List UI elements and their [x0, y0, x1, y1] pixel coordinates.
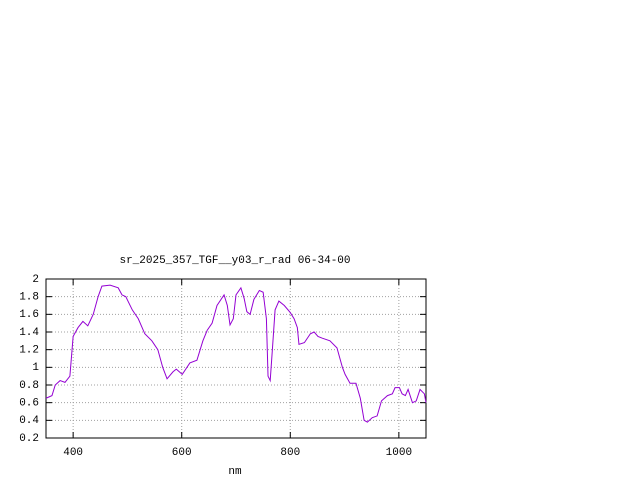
y-tick-label: 1.4: [19, 327, 39, 339]
x-tick-label: 800: [280, 447, 300, 459]
y-tick-label: 0.2: [19, 433, 39, 445]
y-tick-label: 0.4: [19, 415, 39, 427]
data-line: [45, 284, 427, 423]
x-tick-label: 1000: [386, 447, 412, 459]
y-tick-label: 2: [32, 274, 39, 286]
y-tick-label: 1: [32, 362, 39, 374]
x-axis-label: nm: [228, 466, 242, 478]
y-tick-label: 1.6: [19, 309, 39, 321]
y-tick-label: 1.2: [19, 345, 39, 357]
plot-border: [45, 278, 427, 439]
chart-title: sr_2025_357_TGF__y03_r_rad 06-34-00: [119, 255, 350, 267]
x-tick-label: 600: [172, 447, 192, 459]
y-tick-label: 0.6: [19, 398, 39, 410]
x-tick-label: 400: [63, 447, 83, 459]
y-tick-label: 1.8: [19, 292, 39, 304]
y-tick-label: 0.8: [19, 380, 39, 392]
